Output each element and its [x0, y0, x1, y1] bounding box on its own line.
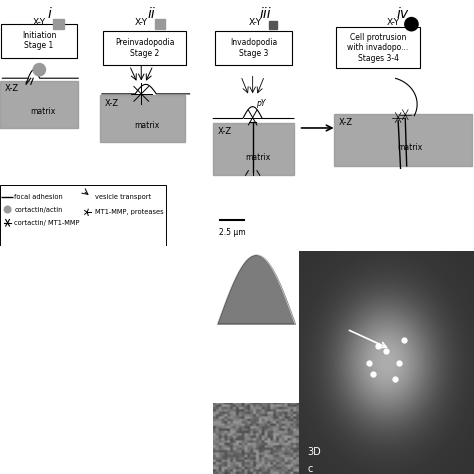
Text: cortactin/actin: cortactin/actin [14, 207, 63, 212]
Text: ii: ii [148, 7, 155, 21]
Circle shape [33, 64, 46, 76]
Text: matrix: matrix [134, 121, 159, 130]
Text: iii: iii [260, 7, 271, 21]
Bar [213, 123, 294, 175]
Text: X-Z: X-Z [5, 84, 19, 93]
Text: c: c [307, 464, 313, 474]
Text: pY: pY [256, 99, 265, 108]
Text: vesicle transport: vesicle transport [95, 194, 151, 200]
Text: 3D: 3D [307, 447, 321, 457]
Text: X-Y: X-Y [386, 18, 400, 27]
Bar [334, 114, 472, 166]
Text: matrix: matrix [397, 143, 422, 152]
FancyBboxPatch shape [1, 24, 77, 58]
Text: matrix: matrix [30, 107, 55, 116]
Text: X-Y: X-Y [249, 18, 262, 27]
Text: X-Z: X-Z [339, 118, 353, 127]
FancyBboxPatch shape [103, 31, 186, 65]
FancyBboxPatch shape [336, 27, 420, 68]
Circle shape [4, 206, 11, 213]
Circle shape [405, 18, 418, 31]
Text: X-Z: X-Z [218, 127, 232, 136]
Text: Preinvadopodia
Stage 2: Preinvadopodia Stage 2 [115, 38, 174, 57]
Bar [269, 21, 277, 29]
Text: X-Y: X-Y [33, 18, 46, 27]
Text: -Y: -Y [4, 451, 12, 461]
Text: Invadopodia
Stage 3: Invadopodia Stage 3 [230, 38, 277, 57]
Text: 2.5 μm: 2.5 μm [219, 228, 246, 237]
Text: Cell protrusion
with invadopo...
Stages 3-4: Cell protrusion with invadopo... Stages … [347, 33, 409, 63]
Text: focal adhesion: focal adhesion [14, 194, 63, 200]
Text: Initiation
Stage 1: Initiation Stage 1 [22, 31, 56, 50]
Bar [100, 95, 185, 142]
Text: MT1-MMP, proteases: MT1-MMP, proteases [95, 210, 164, 215]
Text: cortactin/ MT1-MMP: cortactin/ MT1-MMP [14, 220, 80, 226]
Bar [0, 185, 166, 246]
Text: i: i [48, 7, 52, 21]
FancyBboxPatch shape [215, 31, 292, 65]
Bar [0, 81, 78, 128]
Text: X-Z: X-Z [104, 99, 118, 108]
Bar [155, 19, 165, 29]
Bar [53, 19, 64, 29]
Text: matrix: matrix [245, 153, 270, 162]
Text: X-Y: X-Y [135, 18, 148, 27]
Text: iv: iv [397, 7, 409, 21]
